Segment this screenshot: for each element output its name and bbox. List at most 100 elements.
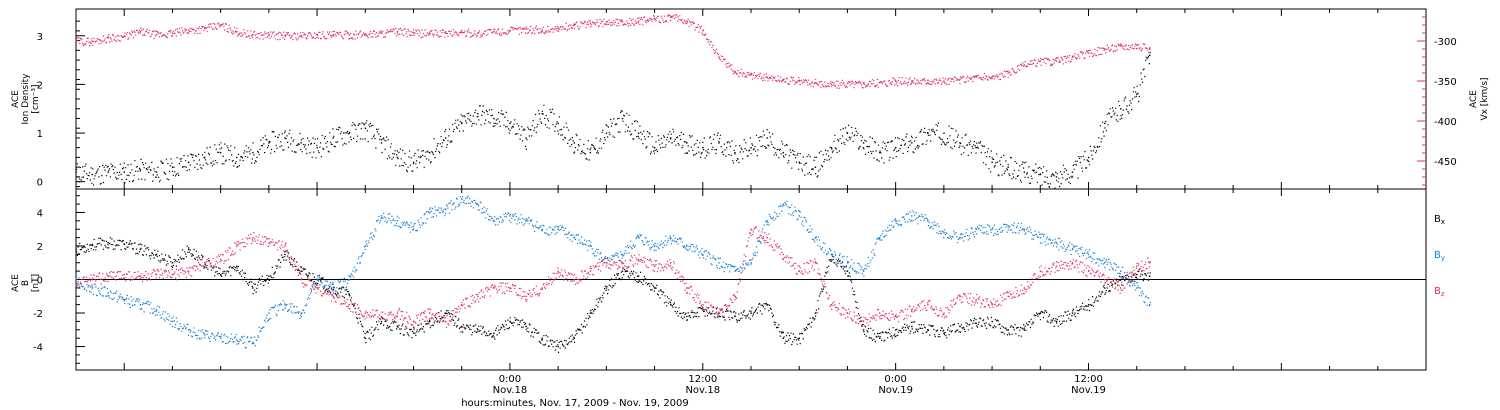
b-z-point — [300, 278, 302, 281]
ion-density-point — [268, 142, 270, 144]
b-z-point — [975, 299, 977, 301]
b-y-point — [798, 215, 800, 217]
velocity-vx-point — [332, 34, 334, 36]
b-y-point — [702, 253, 704, 256]
b-y-point — [718, 262, 720, 264]
ion-density-point — [782, 151, 784, 154]
legend-b-y: By — [1434, 250, 1445, 262]
b-z-point — [862, 320, 865, 323]
b-y-point — [862, 270, 865, 272]
bottom-axis-label-line: [nT] — [31, 274, 41, 292]
y-tick-label-left: 3 — [37, 32, 43, 43]
velocity-vx-point — [621, 21, 624, 23]
velocity-vx-point — [445, 32, 447, 34]
b-y-point — [316, 278, 318, 281]
ion-density-point — [380, 142, 383, 144]
b-x-point — [348, 294, 350, 296]
b-z-point — [525, 295, 527, 298]
velocity-vx-point — [91, 40, 93, 42]
b-y-point — [509, 215, 511, 217]
b-y-point — [348, 278, 350, 281]
b-y-point — [1007, 225, 1009, 227]
velocity-vx-point — [493, 30, 495, 33]
velocity-vx-point — [605, 21, 608, 23]
y-tick-label-b: -4 — [33, 343, 43, 354]
b-x-point — [943, 332, 945, 334]
b-y-point — [429, 211, 431, 214]
b-y-point — [895, 220, 897, 222]
b-z-point — [1039, 270, 1042, 272]
b-x-point — [107, 242, 109, 244]
velocity-vx-point — [1136, 44, 1138, 46]
velocity-vx-point — [702, 30, 704, 32]
ion-density-point — [541, 113, 543, 115]
b-y-point — [187, 329, 190, 331]
b-z-point — [1136, 265, 1138, 267]
top-left-axis-label-line: [cm⁻³] — [31, 84, 41, 113]
velocity-vx-point — [107, 37, 109, 39]
velocity-vx-point — [830, 83, 833, 85]
ion-density-point — [1055, 176, 1058, 178]
velocity-vx-point — [734, 70, 736, 73]
y-tick-label-b: 0 — [37, 276, 43, 287]
b-x-point — [798, 337, 800, 339]
y-tick-label-right: -450 — [1434, 157, 1457, 168]
b-y-point — [686, 245, 688, 247]
b-z-point — [364, 312, 367, 314]
legend-sub-x: x — [1441, 218, 1445, 226]
b-y-point — [927, 220, 929, 222]
ion-density-point — [975, 147, 977, 149]
b-z-point — [895, 315, 897, 318]
b-y-point — [380, 215, 383, 217]
x-axis-label: hours:minutes, Nov. 17, 2009 - Nov. 19, … — [461, 398, 689, 409]
velocity-vx-point — [429, 32, 431, 34]
ion-density-point — [236, 156, 238, 159]
b-z-point — [155, 273, 158, 276]
b-y-point — [477, 203, 479, 205]
b-x-point — [332, 289, 334, 291]
velocity-vx-point — [525, 28, 527, 30]
velocity-vx-point — [637, 20, 640, 22]
velocity-vx-point — [895, 80, 897, 82]
ion-density-point — [943, 132, 945, 134]
velocity-vx-point — [1007, 72, 1009, 74]
b-x-point — [1104, 287, 1106, 289]
ion-density-point — [686, 142, 688, 144]
b-x-point — [236, 265, 238, 267]
b-y-point — [268, 312, 270, 314]
ion-density-point — [445, 137, 447, 139]
ion-density-point — [1087, 156, 1090, 159]
b-z-point — [1104, 278, 1106, 281]
b-z-point — [1071, 262, 1074, 264]
legend-sub-z: z — [1441, 290, 1445, 298]
b-z-point — [123, 273, 125, 276]
b-x-point — [589, 312, 592, 314]
b-y-point — [959, 237, 961, 239]
b-y-point — [284, 304, 286, 306]
b-y-point — [1104, 262, 1106, 264]
b-x-point — [911, 325, 913, 328]
velocity-vx-point — [75, 40, 77, 42]
b-y-point — [204, 334, 206, 336]
b-y-dots — [76, 195, 1151, 349]
velocity-vx-point — [171, 32, 174, 34]
ion-density-point — [1071, 171, 1074, 173]
b-y-point — [621, 253, 624, 256]
ion-density-point — [91, 173, 93, 176]
b-y-point — [654, 245, 656, 247]
velocity-vx-point — [766, 76, 768, 78]
ion-density-point — [605, 132, 608, 134]
ion-density-point — [204, 156, 206, 159]
b-x-point — [975, 322, 977, 324]
b-x-point — [284, 253, 286, 256]
ion-density-point — [171, 166, 174, 168]
b-x-point — [1023, 329, 1025, 331]
b-y-point — [364, 245, 367, 247]
ion-density-point — [830, 147, 833, 149]
top-left-axis-label-line: Ion Density — [21, 73, 31, 125]
b-x-point — [525, 325, 527, 328]
b-x-point — [637, 275, 640, 277]
b-x-point — [139, 248, 142, 251]
b-x-point — [91, 243, 93, 246]
